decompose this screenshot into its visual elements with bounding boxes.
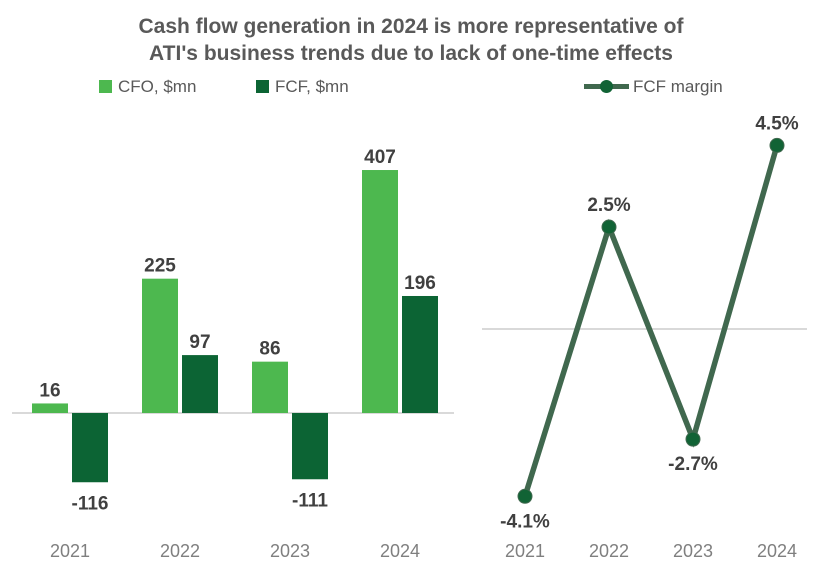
- fcf-margin-marker-icon: [600, 80, 613, 93]
- bar-value-label-fcf-2023: -111: [292, 490, 328, 511]
- bar-x-axis-label-2021: 2021: [50, 541, 90, 561]
- legend-item-cfo: CFO, $mn: [99, 76, 197, 96]
- bar-fcf-2021: [72, 413, 108, 483]
- legend-label-fcf: FCF, $mn: [275, 76, 349, 96]
- fcf-margin-point-2023: [685, 431, 701, 447]
- bar-x-axis-label-2024: 2024: [380, 541, 420, 561]
- bar-fcf-2024: [402, 295, 438, 413]
- chart-title-line2: ATI's business trends due to lack of one…: [149, 42, 673, 65]
- line-x-axis-label-2023: 2023: [673, 541, 713, 561]
- legend-item-fcf-margin: FCF margin: [584, 76, 723, 96]
- bar-value-label-cfo-2021: 16: [39, 380, 60, 401]
- line-x-axis-label-2022: 2022: [589, 541, 629, 561]
- line-value-label-2024: 4.5%: [755, 113, 798, 134]
- bar-x-axis-label-2022: 2022: [160, 541, 200, 561]
- bar-value-label-cfo-2022: 225: [144, 256, 176, 277]
- line-value-label-2023: -2.7%: [668, 454, 718, 475]
- fcf-margin-point-2024: [769, 137, 785, 153]
- legend-label-fcf-margin: FCF margin: [633, 76, 723, 96]
- bar-fcf-2022: [182, 355, 218, 413]
- fcf-square-swatch-icon: [256, 80, 269, 93]
- line-x-axis-label-2021: 2021: [505, 541, 545, 561]
- bar-value-label-fcf-2024: 196: [404, 273, 436, 294]
- bar-cfo-2021: [32, 403, 68, 413]
- line-x-axis-label-2024: 2024: [757, 541, 797, 561]
- bar-cfo-2024: [362, 170, 398, 413]
- fcf-margin-line: [522, 144, 780, 498]
- bar-value-label-cfo-2023: 86: [259, 339, 280, 360]
- chart-title-line1: Cash flow generation in 2024 is more rep…: [138, 15, 684, 38]
- legend-label-cfo: CFO, $mn: [118, 76, 197, 96]
- bar-value-label-fcf-2021: -116: [72, 493, 109, 514]
- line-value-label-2021: -4.1%: [500, 511, 550, 532]
- bar-cfo-2023: [252, 361, 288, 413]
- line-value-label-2022: 2.5%: [587, 195, 630, 216]
- fcf-margin-point-2021: [517, 488, 533, 504]
- bar-cfo-2022: [142, 278, 178, 413]
- fcf-margin-line-swatch-icon: [584, 80, 629, 93]
- bar-value-label-cfo-2024: 407: [364, 147, 396, 168]
- fcf-margin-point-2022: [601, 219, 617, 235]
- cfo-square-swatch-icon: [99, 80, 112, 93]
- bar-fcf-2023: [292, 413, 328, 480]
- bar-value-label-fcf-2022: 97: [189, 332, 210, 353]
- chart-title: Cash flow generation in 2024 is more rep…: [0, 13, 822, 67]
- bar-x-axis-label-2023: 2023: [270, 541, 310, 561]
- legend-item-fcf: FCF, $mn: [256, 76, 349, 96]
